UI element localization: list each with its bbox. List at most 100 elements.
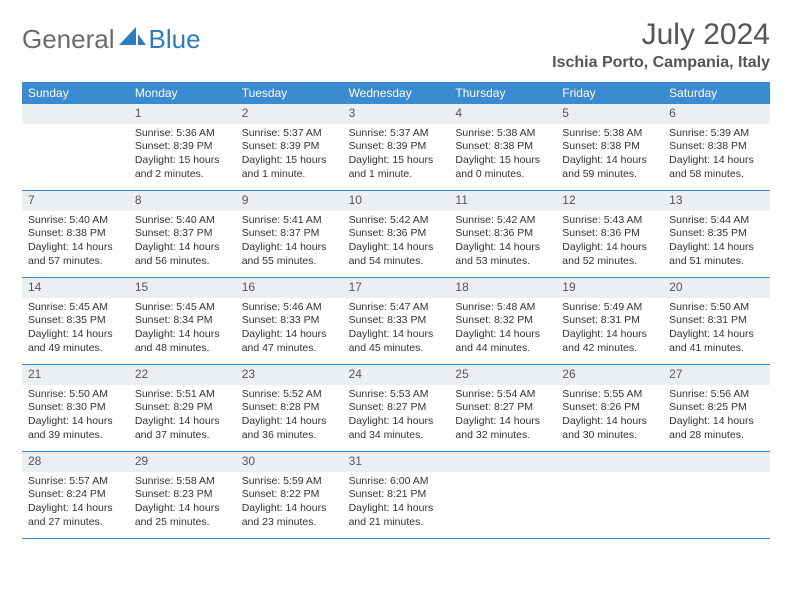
day-cell: 15Sunrise: 5:45 AMSunset: 8:34 PMDayligh… (129, 278, 236, 364)
day-body: Sunrise: 5:50 AMSunset: 8:31 PMDaylight:… (663, 298, 770, 362)
sunrise-text: Sunrise: 5:39 AM (669, 127, 764, 141)
day-number: 28 (22, 452, 129, 472)
day-number: 25 (449, 365, 556, 385)
day-cell (556, 452, 663, 538)
sunset-text: Sunset: 8:26 PM (562, 401, 657, 415)
day-cell: 27Sunrise: 5:56 AMSunset: 8:25 PMDayligh… (663, 365, 770, 451)
sunset-text: Sunset: 8:28 PM (242, 401, 337, 415)
day-cell: 19Sunrise: 5:49 AMSunset: 8:31 PMDayligh… (556, 278, 663, 364)
day-number: 22 (129, 365, 236, 385)
daylight-text: Daylight: 14 hours and 42 minutes. (562, 328, 657, 355)
day-body: Sunrise: 5:54 AMSunset: 8:27 PMDaylight:… (449, 385, 556, 449)
sunset-text: Sunset: 8:33 PM (242, 314, 337, 328)
daylight-text: Daylight: 14 hours and 52 minutes. (562, 241, 657, 268)
sunset-text: Sunset: 8:21 PM (349, 488, 444, 502)
calendar-page: General Blue July 2024 Ischia Porto, Cam… (0, 0, 792, 557)
sunset-text: Sunset: 8:38 PM (28, 227, 123, 241)
daylight-text: Daylight: 14 hours and 36 minutes. (242, 415, 337, 442)
sunset-text: Sunset: 8:29 PM (135, 401, 230, 415)
day-body: Sunrise: 5:58 AMSunset: 8:23 PMDaylight:… (129, 472, 236, 536)
weekday-header: Friday (556, 82, 663, 104)
day-body: Sunrise: 5:41 AMSunset: 8:37 PMDaylight:… (236, 211, 343, 275)
sunrise-text: Sunrise: 5:43 AM (562, 214, 657, 228)
day-body (663, 472, 770, 481)
day-number: 24 (343, 365, 450, 385)
day-cell: 3Sunrise: 5:37 AMSunset: 8:39 PMDaylight… (343, 104, 450, 190)
sunrise-text: Sunrise: 5:40 AM (28, 214, 123, 228)
sunset-text: Sunset: 8:38 PM (455, 140, 550, 154)
day-body: Sunrise: 5:39 AMSunset: 8:38 PMDaylight:… (663, 124, 770, 188)
sunset-text: Sunset: 8:36 PM (455, 227, 550, 241)
day-cell: 23Sunrise: 5:52 AMSunset: 8:28 PMDayligh… (236, 365, 343, 451)
sunrise-text: Sunrise: 5:44 AM (669, 214, 764, 228)
day-number: 5 (556, 104, 663, 124)
weekday-header: Wednesday (343, 82, 450, 104)
sunset-text: Sunset: 8:37 PM (242, 227, 337, 241)
sunset-text: Sunset: 8:36 PM (562, 227, 657, 241)
sunset-text: Sunset: 8:25 PM (669, 401, 764, 415)
day-number (449, 452, 556, 472)
weekday-header: Tuesday (236, 82, 343, 104)
day-cell: 28Sunrise: 5:57 AMSunset: 8:24 PMDayligh… (22, 452, 129, 538)
sunrise-text: Sunrise: 5:46 AM (242, 301, 337, 315)
sunset-text: Sunset: 8:35 PM (28, 314, 123, 328)
day-body: Sunrise: 5:56 AMSunset: 8:25 PMDaylight:… (663, 385, 770, 449)
daylight-text: Daylight: 14 hours and 27 minutes. (28, 502, 123, 529)
sunrise-text: Sunrise: 5:40 AM (135, 214, 230, 228)
day-body: Sunrise: 5:53 AMSunset: 8:27 PMDaylight:… (343, 385, 450, 449)
sunset-text: Sunset: 8:27 PM (455, 401, 550, 415)
location-text: Ischia Porto, Campania, Italy (552, 54, 770, 72)
weekday-header: Monday (129, 82, 236, 104)
day-cell: 30Sunrise: 5:59 AMSunset: 8:22 PMDayligh… (236, 452, 343, 538)
day-number: 7 (22, 191, 129, 211)
day-number: 21 (22, 365, 129, 385)
day-cell: 16Sunrise: 5:46 AMSunset: 8:33 PMDayligh… (236, 278, 343, 364)
daylight-text: Daylight: 14 hours and 53 minutes. (455, 241, 550, 268)
day-number: 14 (22, 278, 129, 298)
day-body: Sunrise: 5:36 AMSunset: 8:39 PMDaylight:… (129, 124, 236, 188)
day-body: Sunrise: 5:55 AMSunset: 8:26 PMDaylight:… (556, 385, 663, 449)
day-body: Sunrise: 5:43 AMSunset: 8:36 PMDaylight:… (556, 211, 663, 275)
daylight-text: Daylight: 15 hours and 0 minutes. (455, 154, 550, 181)
day-cell: 21Sunrise: 5:50 AMSunset: 8:30 PMDayligh… (22, 365, 129, 451)
daylight-text: Daylight: 14 hours and 47 minutes. (242, 328, 337, 355)
sunrise-text: Sunrise: 5:50 AM (28, 388, 123, 402)
day-cell: 25Sunrise: 5:54 AMSunset: 8:27 PMDayligh… (449, 365, 556, 451)
day-cell: 5Sunrise: 5:38 AMSunset: 8:38 PMDaylight… (556, 104, 663, 190)
day-number: 3 (343, 104, 450, 124)
weeks-container: 1Sunrise: 5:36 AMSunset: 8:39 PMDaylight… (22, 104, 770, 539)
day-cell: 14Sunrise: 5:45 AMSunset: 8:35 PMDayligh… (22, 278, 129, 364)
day-body: Sunrise: 5:47 AMSunset: 8:33 PMDaylight:… (343, 298, 450, 362)
day-body: Sunrise: 5:51 AMSunset: 8:29 PMDaylight:… (129, 385, 236, 449)
day-cell: 10Sunrise: 5:42 AMSunset: 8:36 PMDayligh… (343, 191, 450, 277)
week-row: 28Sunrise: 5:57 AMSunset: 8:24 PMDayligh… (22, 452, 770, 539)
day-cell: 31Sunrise: 6:00 AMSunset: 8:21 PMDayligh… (343, 452, 450, 538)
sunrise-text: Sunrise: 5:51 AM (135, 388, 230, 402)
day-cell: 20Sunrise: 5:50 AMSunset: 8:31 PMDayligh… (663, 278, 770, 364)
sunset-text: Sunset: 8:34 PM (135, 314, 230, 328)
title-block: July 2024 Ischia Porto, Campania, Italy (552, 18, 770, 72)
daylight-text: Daylight: 14 hours and 44 minutes. (455, 328, 550, 355)
weekday-header: Sunday (22, 82, 129, 104)
sunset-text: Sunset: 8:39 PM (135, 140, 230, 154)
daylight-text: Daylight: 14 hours and 39 minutes. (28, 415, 123, 442)
week-row: 1Sunrise: 5:36 AMSunset: 8:39 PMDaylight… (22, 104, 770, 191)
daylight-text: Daylight: 14 hours and 37 minutes. (135, 415, 230, 442)
sunrise-text: Sunrise: 5:45 AM (28, 301, 123, 315)
sunrise-text: Sunrise: 5:52 AM (242, 388, 337, 402)
sunrise-text: Sunrise: 5:57 AM (28, 475, 123, 489)
day-number: 11 (449, 191, 556, 211)
day-body (449, 472, 556, 481)
day-number: 15 (129, 278, 236, 298)
day-number: 29 (129, 452, 236, 472)
week-row: 21Sunrise: 5:50 AMSunset: 8:30 PMDayligh… (22, 365, 770, 452)
day-number: 2 (236, 104, 343, 124)
sunset-text: Sunset: 8:39 PM (349, 140, 444, 154)
day-body: Sunrise: 5:38 AMSunset: 8:38 PMDaylight:… (556, 124, 663, 188)
day-body: Sunrise: 5:59 AMSunset: 8:22 PMDaylight:… (236, 472, 343, 536)
day-body: Sunrise: 5:57 AMSunset: 8:24 PMDaylight:… (22, 472, 129, 536)
weekday-header: Thursday (449, 82, 556, 104)
header-row: General Blue July 2024 Ischia Porto, Cam… (22, 18, 770, 72)
day-body: Sunrise: 5:45 AMSunset: 8:35 PMDaylight:… (22, 298, 129, 362)
day-cell: 6Sunrise: 5:39 AMSunset: 8:38 PMDaylight… (663, 104, 770, 190)
